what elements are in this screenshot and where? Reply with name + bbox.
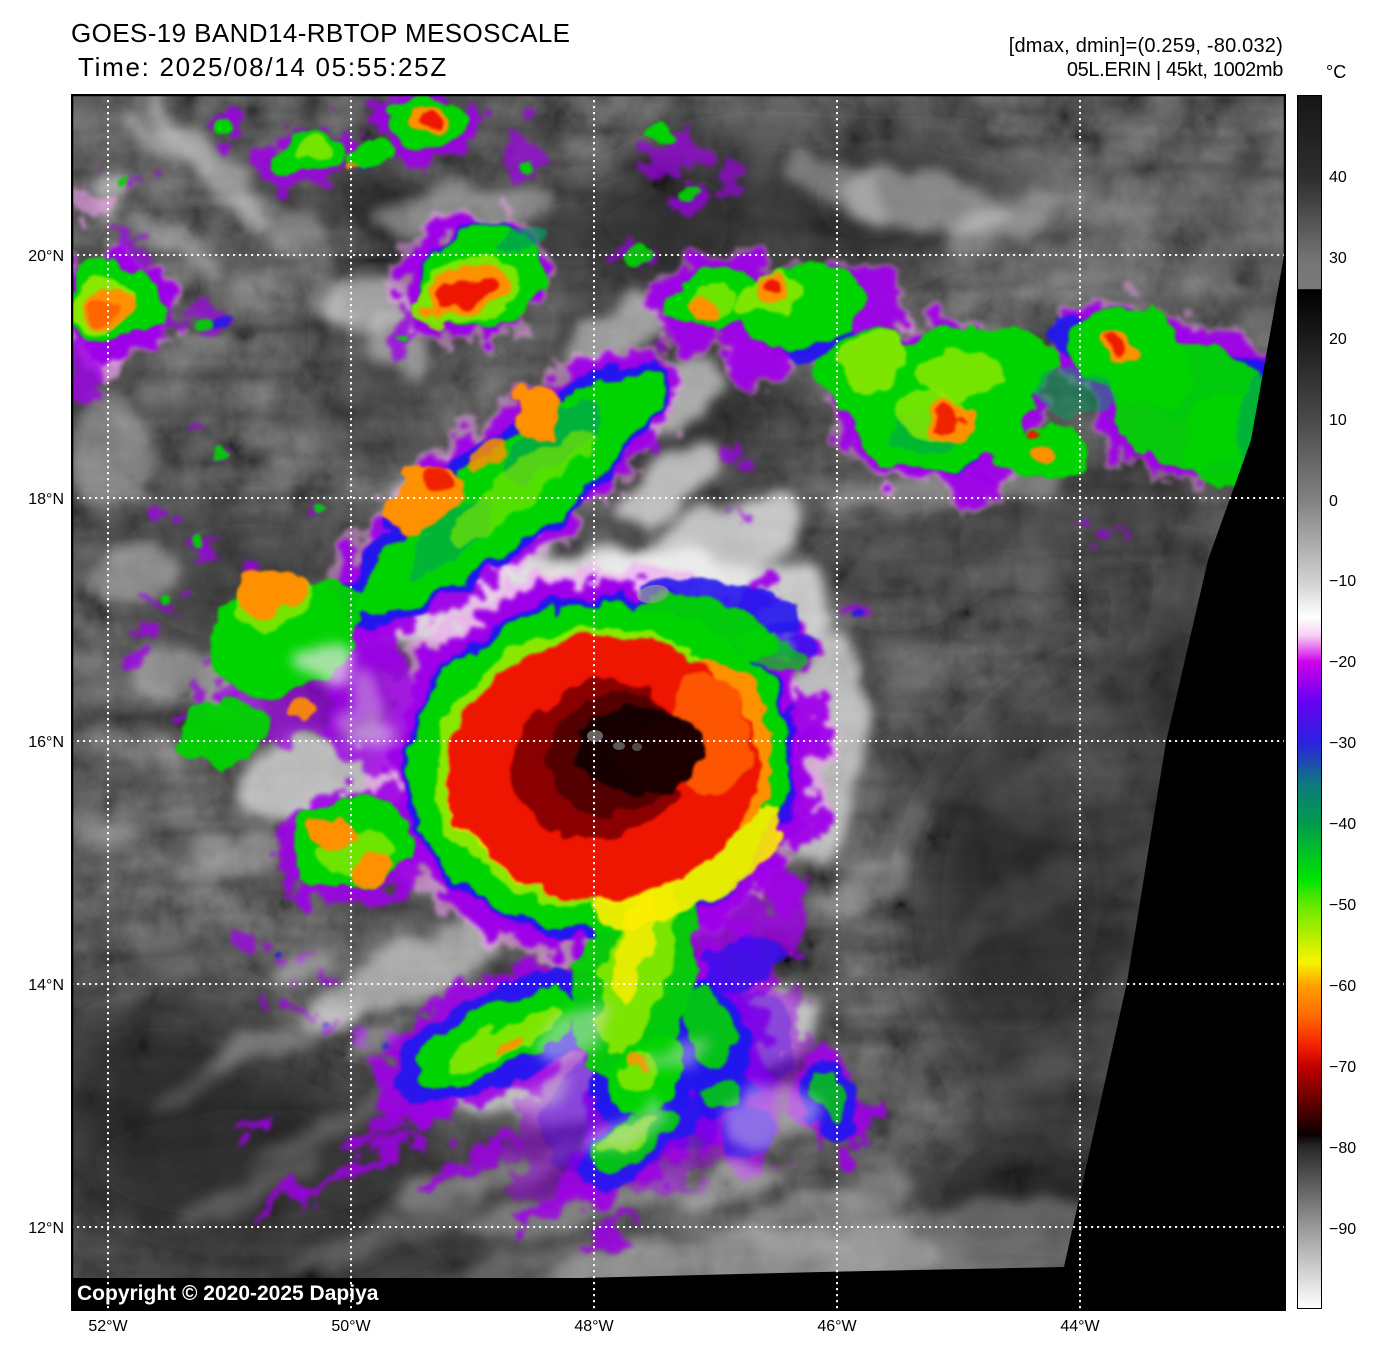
svg-text:Copyright © 2020-2025 Dapiya: Copyright © 2020-2025 Dapiya — [77, 1282, 379, 1305]
